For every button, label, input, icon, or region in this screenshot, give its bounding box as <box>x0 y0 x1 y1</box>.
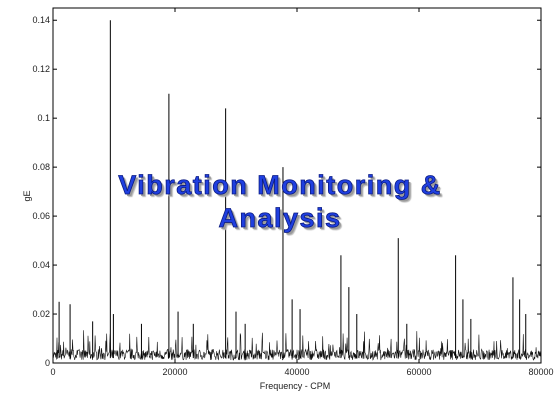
y-tick-label: 0.06 <box>32 211 50 221</box>
y-tick-label: 0.14 <box>32 15 50 25</box>
x-tick-label: 40000 <box>284 367 309 377</box>
y-tick-label: 0.1 <box>37 113 50 123</box>
y-tick-label: 0.08 <box>32 162 50 172</box>
x-axis-label: Frequency - CPM <box>260 381 331 391</box>
overlay-title-line2: Analysis <box>218 203 342 234</box>
x-axis: 0 20000 40000 60000 80000 <box>50 8 554 377</box>
x-tick-label: 0 <box>50 367 55 377</box>
y-axis: 0 0.02 0.04 0.06 0.08 0.1 0.12 0.14 <box>32 15 541 368</box>
x-tick-label: 60000 <box>406 367 431 377</box>
y-tick-label: 0.12 <box>32 64 50 74</box>
overlay-title-line1: Vibration Monitoring & <box>118 170 442 201</box>
x-tick-label: 80000 <box>528 367 553 377</box>
y-axis-label: gE <box>22 190 32 201</box>
y-tick-label: 0.02 <box>32 309 50 319</box>
x-tick-label: 20000 <box>162 367 187 377</box>
y-tick-label: 0.04 <box>32 260 50 270</box>
spectrum-noise-line <box>52 330 542 361</box>
y-tick-label: 0 <box>45 358 50 368</box>
